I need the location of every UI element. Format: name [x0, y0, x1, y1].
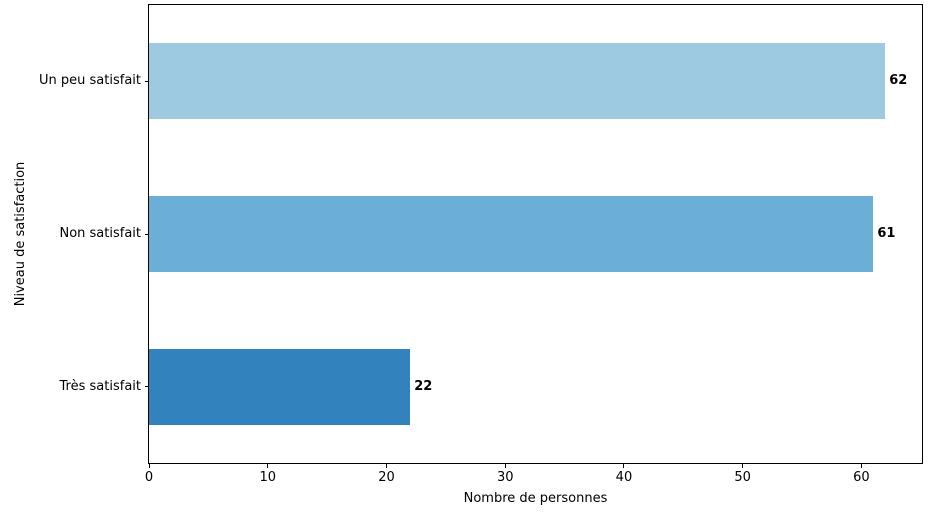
plot-area: 62 Un peu satisfait 61 Non satisfait 22 Très … [39, 4, 923, 485]
x-axis-tick-mark [860, 464, 862, 468]
y-tick-label: Très satisfait [59, 378, 141, 394]
x-axis-tick-mark [385, 464, 387, 468]
y-axis-tick-mark [145, 80, 149, 82]
y-tick-label: Un peu satisfait [39, 73, 141, 89]
bar [149, 43, 886, 120]
x-axis-tick-mark [742, 464, 744, 468]
x-axis-tick-mark [504, 464, 506, 468]
x-tick-label: 20 [378, 470, 395, 485]
x-axis-tick-mark [267, 464, 269, 468]
x-axis-tick-mark [148, 464, 150, 468]
x-tick-label: 0 [144, 470, 154, 485]
x-tick-label: 30 [496, 470, 514, 485]
x-axis-title: Nombre de personnes [463, 491, 608, 506]
x-tick-label: 60 [853, 470, 870, 485]
x-tick-label: 10 [259, 470, 277, 485]
bar [149, 348, 411, 425]
y-axis-tick-mark [145, 233, 149, 235]
bar-value-label: 62 [889, 73, 908, 89]
x-axis-tick-mark [623, 464, 625, 468]
x-tick-label: 50 [734, 470, 751, 485]
y-tick-label: Non satisfait [59, 226, 141, 241]
bar-value-label: 61 [877, 226, 896, 241]
x-tick-label: 40 [615, 470, 633, 485]
bar [149, 196, 874, 272]
bar-value-label: 22 [414, 378, 433, 394]
y-axis-tick-mark [145, 386, 149, 388]
y-axis-title: Niveau de satisfaction [13, 161, 28, 307]
